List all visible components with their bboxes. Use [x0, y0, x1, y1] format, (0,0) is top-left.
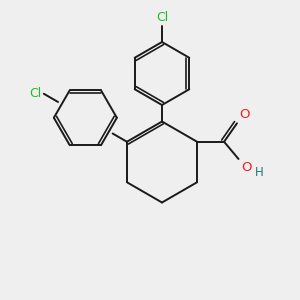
Text: O: O — [241, 161, 251, 174]
Text: Cl: Cl — [156, 11, 168, 24]
Text: O: O — [239, 108, 250, 121]
Text: Cl: Cl — [29, 87, 41, 100]
Text: H: H — [255, 166, 264, 178]
